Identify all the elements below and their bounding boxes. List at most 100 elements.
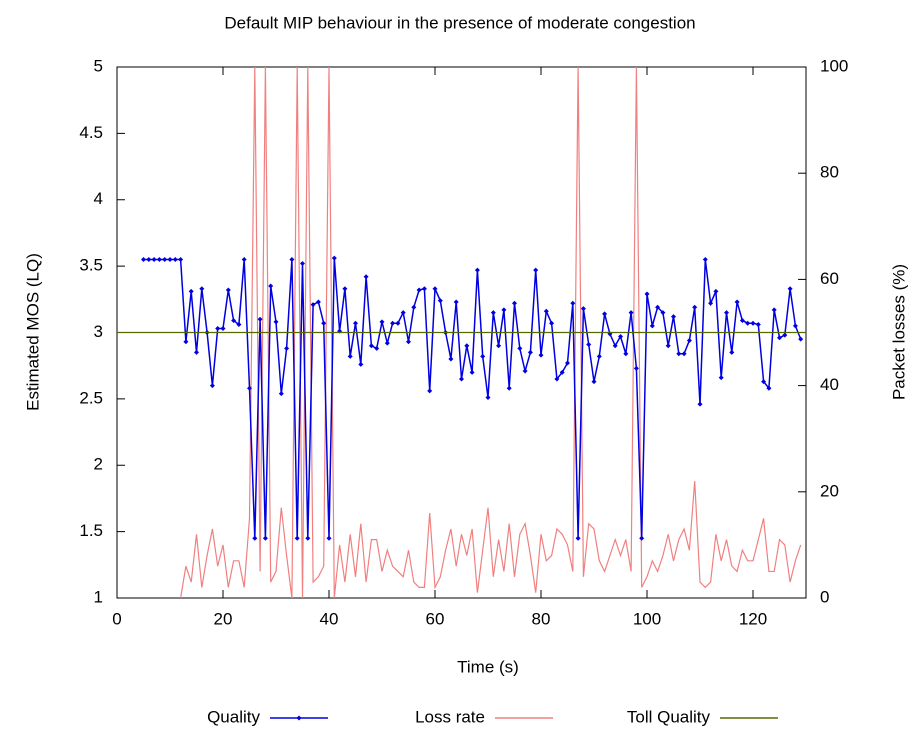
data-point [146,256,152,262]
data-point [368,343,374,349]
data-point [199,286,205,292]
data-point [156,256,162,262]
data-point [268,283,274,289]
data-point [644,291,650,297]
chart-title: Default MIP behaviour in the presence of… [224,13,695,32]
data-point [326,535,332,541]
data-point [406,339,411,345]
x-tick-label: 80 [532,609,551,628]
data-point [591,379,597,385]
data-point [490,310,496,316]
data-point [798,336,804,342]
data-point [692,304,698,310]
data-point [686,337,692,343]
data-point [559,369,565,375]
y-tick-label: 1 [94,587,103,606]
data-point [305,535,311,541]
data-point [294,535,300,541]
data-point [708,300,714,306]
data-point [538,352,544,358]
data-point [755,322,761,328]
data-point [612,343,618,349]
data-point [194,349,199,355]
data-point [517,345,523,351]
data-point [496,343,502,349]
data-point [331,255,337,261]
data-point [750,320,756,326]
data-point [464,343,470,349]
data-point [257,316,263,322]
data-point [448,356,454,362]
data-point [543,308,549,314]
data-point [315,299,321,305]
y-axis-label: Estimated MOS (LQ) [23,253,42,411]
series-line [180,66,802,599]
data-point [374,345,380,351]
data-point [697,401,703,407]
data-point [649,323,655,329]
data-point [713,288,719,294]
data-point [771,307,777,313]
data-point [273,319,279,325]
y2-tick-label: 0 [820,587,829,606]
data-point [633,365,639,371]
data-point [480,353,486,359]
legend-label: Toll Quality [627,707,711,726]
data-point [554,376,560,382]
data-point [681,351,687,357]
data-point [655,304,661,310]
data-point [231,318,237,324]
data-point [533,267,539,273]
x-axis-label: Time (s) [457,657,519,676]
data-point [172,256,178,262]
data-point [766,385,772,391]
data-point [188,288,194,294]
data-point [289,256,295,262]
series-line [143,258,802,539]
data-point [580,306,586,312]
x-tick-label: 100 [633,609,661,628]
data-point [549,320,555,326]
x-tick-label: 60 [426,609,445,628]
data-point [739,318,745,324]
data-point [469,369,475,375]
data-point [321,320,327,326]
data-point [236,322,242,328]
y-tick-label: 4.5 [79,123,103,142]
data-point [247,385,252,391]
data-point [427,388,433,394]
data-point [761,379,767,385]
data-point [745,320,751,326]
x-tick-label: 40 [320,609,339,628]
data-point [575,535,581,541]
data-point [220,326,226,332]
data-point [618,333,623,339]
data-point [215,326,221,332]
data-point [252,535,258,541]
y2-tick-label: 80 [820,163,839,182]
data-point [671,314,676,320]
data-point [209,383,215,389]
y-tick-label: 3.5 [79,256,103,275]
data-point [506,385,512,391]
data-point [724,310,729,316]
data-point [411,304,417,310]
y2-tick-label: 20 [820,481,839,500]
x-tick-label: 20 [214,609,233,628]
data-point [787,286,793,292]
data-point [162,256,168,262]
data-point [151,256,157,262]
data-point [586,341,592,347]
data-point [676,351,682,357]
data-point [262,535,268,541]
data-point [596,353,602,359]
data-point [565,360,570,366]
data-point [342,286,348,292]
y2-axis-label: Packet losses (%) [889,264,908,400]
data-point [522,368,528,374]
data-point [310,302,316,308]
data-point [363,274,369,280]
legend-marker [296,715,302,721]
data-point [241,256,247,262]
